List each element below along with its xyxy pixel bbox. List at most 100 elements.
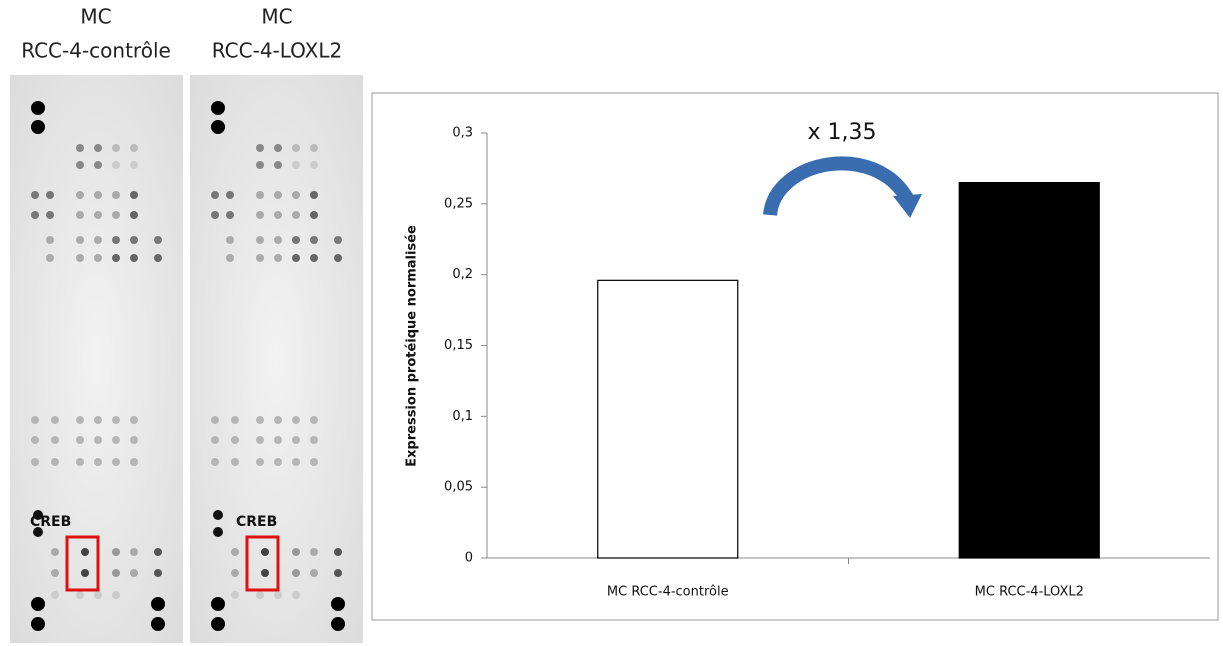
blot-dot [261,569,269,577]
blot-dot [94,254,102,262]
blot-dot [256,416,264,424]
blot-dot [76,458,84,466]
blot-dot [226,254,234,262]
blot-dot [211,101,225,115]
blot-dot [310,436,318,444]
blot-dot [226,211,234,219]
annotation: x 1,35 [808,120,877,145]
blot-annotation: CREB [236,514,277,530]
blot-dot [274,458,282,466]
blot-dot [274,254,282,262]
blot-dot [226,236,234,244]
blot-dot [130,161,138,169]
blot-dot [51,458,59,466]
blot-dot [112,436,120,444]
blot-dot [310,211,318,219]
blot-dot [211,191,219,199]
blot-dot [51,591,59,599]
blot-dot [76,591,84,599]
blot-dot [76,436,84,444]
blot-dot [76,416,84,424]
blot-dot [292,236,300,244]
blot-dot [274,211,282,219]
blot-dot [256,591,264,599]
blot-dot [112,458,120,466]
blot-dot [51,436,59,444]
y-tick-label: 0,3 [452,126,473,141]
blot-title: RCC-4-LOXL2 [212,39,342,63]
blot-dot [112,254,120,262]
blot-dot [256,254,264,262]
x-tick-label: MC RCC-4-contrôle [607,585,729,600]
blot-dot [76,254,84,262]
blot-dot [76,211,84,219]
blot: CREB [190,75,363,643]
blot-dot [51,416,59,424]
blot-dot [130,458,138,466]
blot-dot [81,548,89,556]
blot-dot [226,191,234,199]
blot-dot [31,416,39,424]
blot-annotation: CREB [30,514,71,530]
blot-dot [274,161,282,169]
blot-dot [211,416,219,424]
blot-dot [310,569,318,577]
blot-dot [231,458,239,466]
blot-dot [130,569,138,577]
blot-dot [211,436,219,444]
blot-dot [334,254,342,262]
blot-title: MC [80,5,111,29]
blot-dot [31,211,39,219]
blot-dot [76,144,84,152]
y-tick-label: 0,1 [452,409,473,424]
chart: Expression protéique normalisée x 1,35 0… [405,120,1210,600]
blot-dot [33,527,43,537]
blot-dot [94,211,102,219]
blot-dot [46,254,54,262]
blot-dot [33,510,43,520]
blot-dot [256,436,264,444]
blot-dot [292,254,300,262]
blot-dot [292,569,300,577]
blot-dot [310,191,318,199]
y-axis-label: Expression protéique normalisée [405,225,420,467]
blot-dot [151,597,165,611]
blot-dot [213,527,223,537]
blot-dot [331,617,345,631]
blot-title: MC [261,5,292,29]
y-tick-label: 0,05 [444,480,473,495]
blot-dot [130,191,138,199]
blot-dot [112,416,120,424]
blot-dot [51,548,59,556]
blot-dot [76,161,84,169]
blot-dot [274,591,282,599]
blot-dot [130,254,138,262]
blot-dot [130,236,138,244]
blot-dot [231,416,239,424]
x-tick-label: MC RCC-4-LOXL2 [975,585,1084,600]
blot-dot [112,591,120,599]
bar [597,279,739,559]
blot-dot [211,120,225,134]
blot-dot [130,144,138,152]
blot-dot [31,120,45,134]
blot-dot [292,211,300,219]
blot-dot [94,416,102,424]
blot-dot [154,548,162,556]
blot-dot [94,191,102,199]
blot-dot [31,191,39,199]
blot-dot [46,191,54,199]
blot-dot [130,211,138,219]
y-tick-label: 0,15 [444,338,473,353]
blot-dot [112,236,120,244]
blot-dot [154,236,162,244]
blot-dot [331,597,345,611]
blot-dot [292,161,300,169]
blot-title: RCC-4-contrôle [21,39,171,63]
blot-dot [292,191,300,199]
blot-dot [334,236,342,244]
blot-dot [31,458,39,466]
blot-dot [112,211,120,219]
blot-dot [112,548,120,556]
